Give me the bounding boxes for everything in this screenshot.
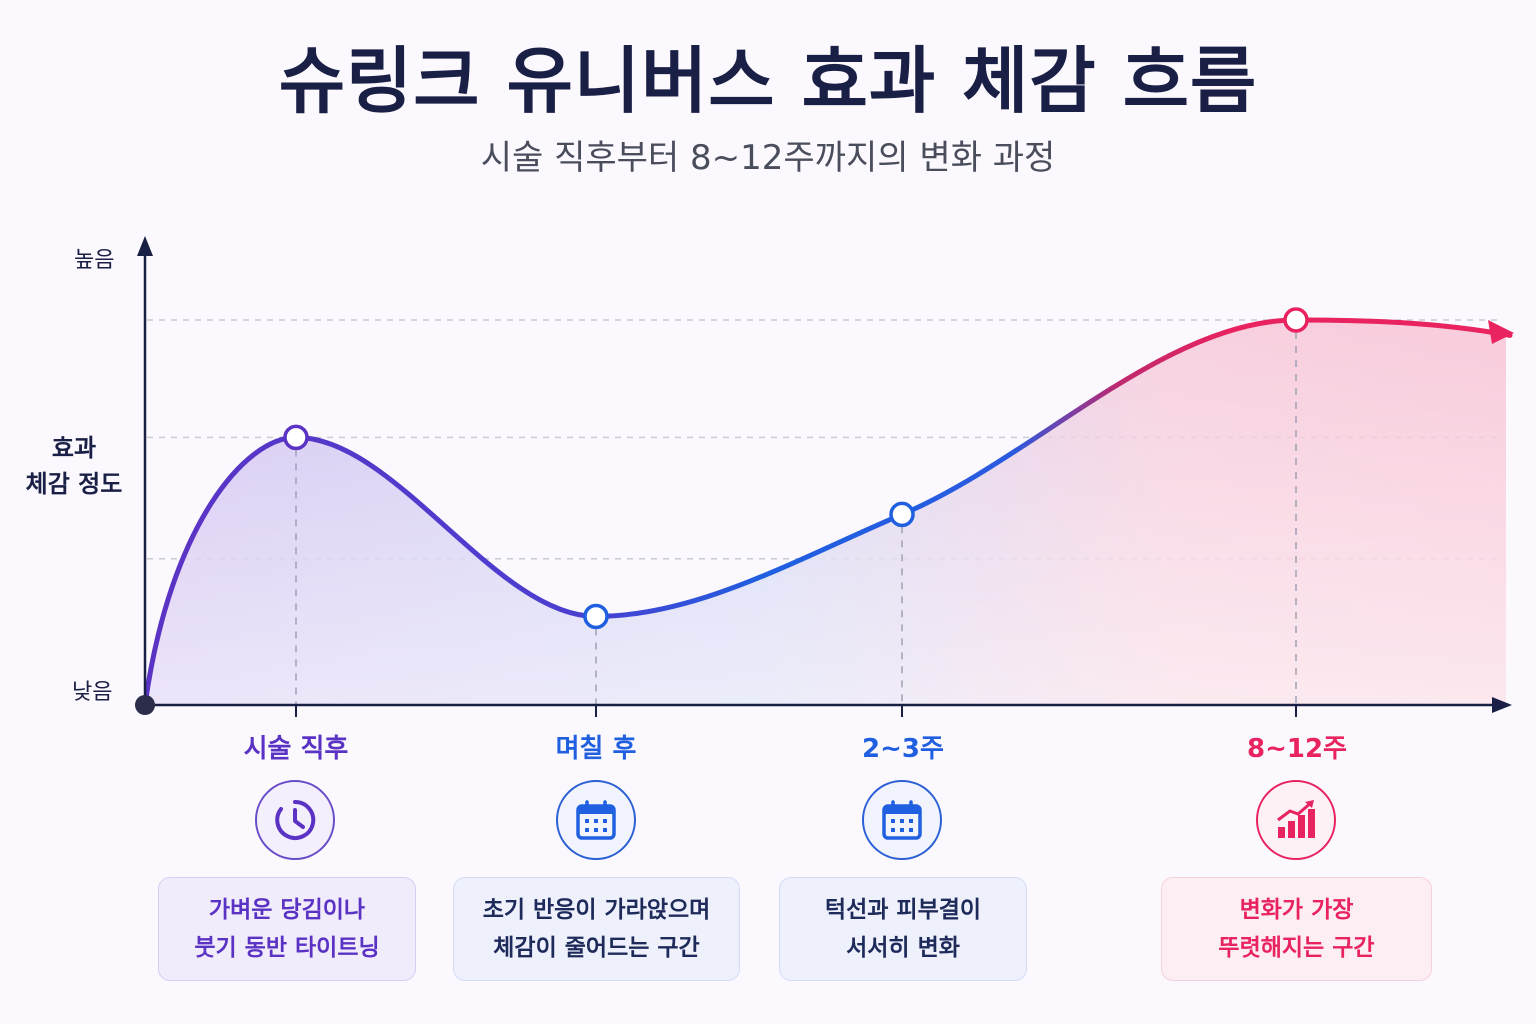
y-tick-low: 낮음	[72, 680, 113, 705]
stage-desc-line: 뚜렷해지는 구간	[1218, 935, 1375, 961]
stage-desc-line: 초기 반응이 가라앉으며	[482, 897, 711, 923]
y-axis-arrow	[137, 236, 153, 256]
y-axis-label-line: 효과	[51, 434, 97, 462]
stage-desc-line: 서서히 변화	[846, 935, 960, 961]
calendar-icon	[556, 780, 636, 860]
stage-label-immediate: 시술 직후	[243, 734, 349, 764]
page-subtitle: 시술 직후부터 8~12주까지의 변화 과정	[480, 138, 1056, 178]
calendar-icon	[862, 780, 942, 860]
area-fade	[145, 320, 1510, 705]
growth-chart-icon	[1256, 780, 1336, 860]
y-axis-label: 효과 체감 정도	[14, 430, 134, 502]
y-tick-high: 높음	[74, 248, 115, 273]
page-title: 슈링크 유니버스 효과 체감 흐름	[278, 39, 1258, 123]
stage-desc-line: 변화가 가장	[1239, 897, 1354, 923]
data-point-marker	[1283, 307, 1309, 333]
stage-label-2-3-weeks: 2~3주	[862, 734, 944, 764]
stage-desc-line: 턱선과 피부결이	[824, 897, 982, 923]
stage-desc-line: 체감이 줄어드는 구간	[493, 935, 700, 961]
data-point-marker	[889, 501, 915, 528]
stage-label-8-12-weeks: 8~12주	[1247, 734, 1347, 764]
data-point-marker	[283, 424, 309, 451]
clock-icon	[255, 780, 335, 860]
stage-desc-line: 가벼운 당김이나	[208, 897, 366, 923]
origin-marker	[135, 695, 155, 715]
line-arrowhead	[1488, 320, 1514, 344]
stage-desc-line: 붓기 동반 타이트닝	[194, 935, 380, 961]
x-axis-arrow	[1492, 697, 1512, 713]
y-axis-label-line: 체감 정도	[25, 470, 123, 498]
stage-label-few-days: 며칠 후	[555, 734, 637, 764]
data-point-marker	[583, 603, 609, 630]
